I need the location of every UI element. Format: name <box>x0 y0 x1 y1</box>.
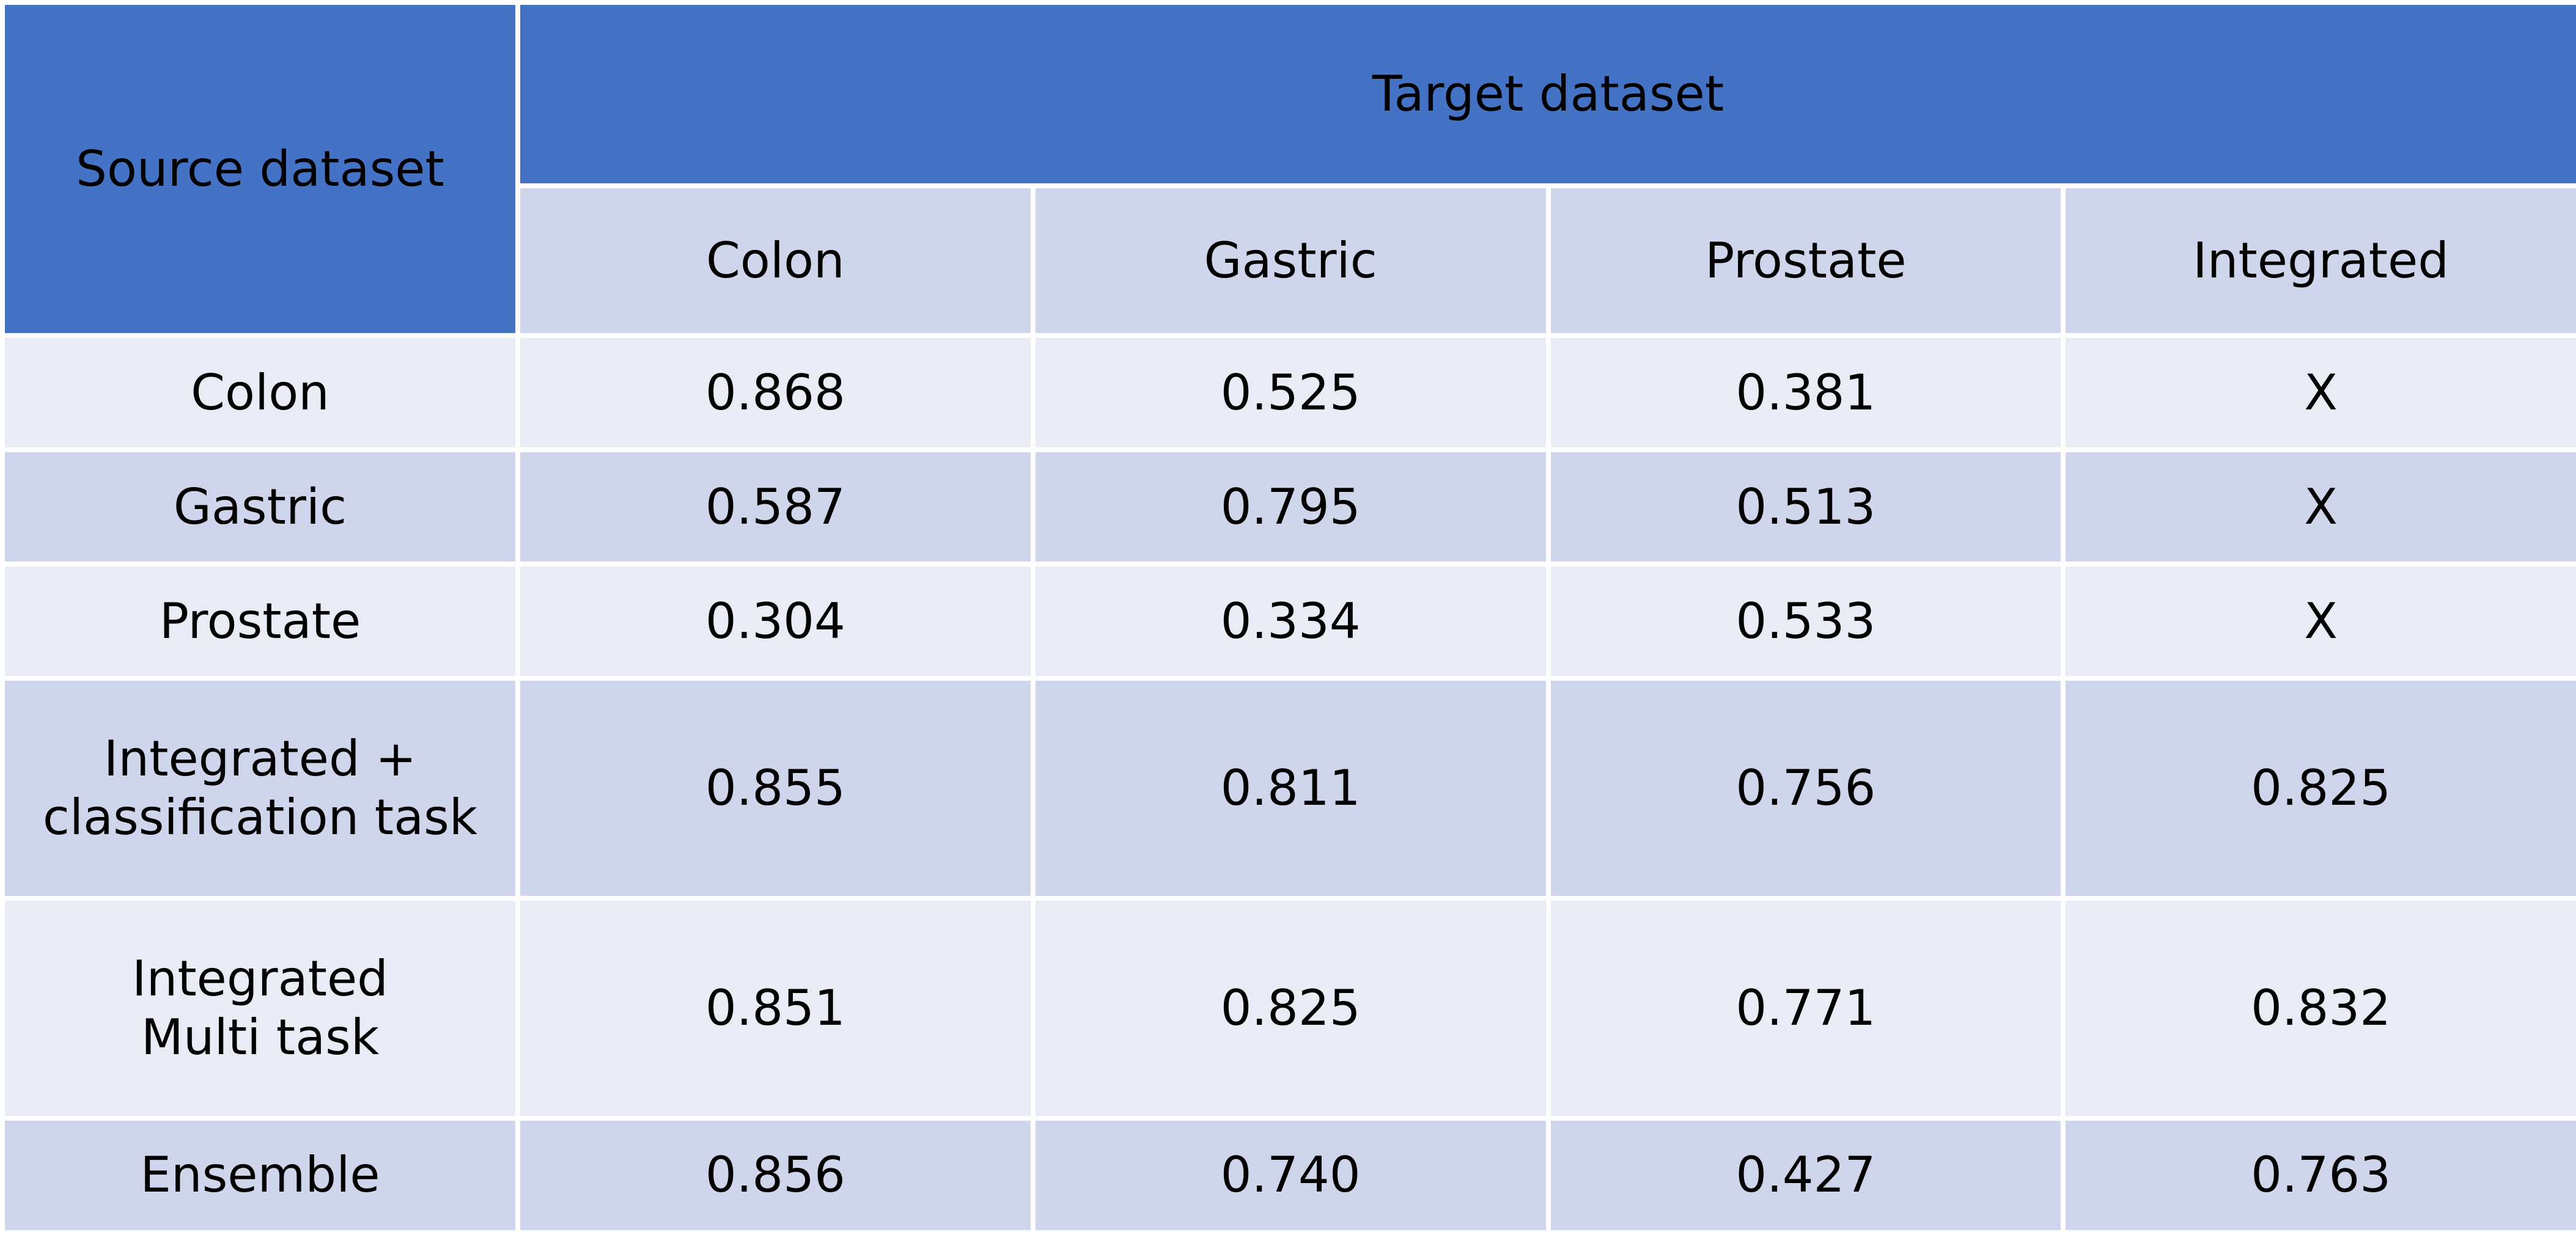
source-cell: Colon <box>0 332 520 453</box>
value-cell: 0.334 <box>1030 562 1551 681</box>
table-row: Gastric 0.587 0.795 0.513 X <box>0 447 2576 567</box>
value-cell: 0.304 <box>515 562 1036 681</box>
value-cell: 0.811 <box>1030 676 1551 901</box>
header-row-top: Source dataset Target dataset <box>0 0 2576 338</box>
value-cell: X <box>2061 332 2576 453</box>
value-cell: 0.832 <box>2061 896 2576 1121</box>
value-cell: 0.513 <box>1545 447 2066 567</box>
value-cell: 0.587 <box>515 447 1036 567</box>
value-cell: 0.427 <box>1545 1115 2066 1235</box>
value-cell: 0.851 <box>515 896 1036 1121</box>
source-label-line1: Integrated <box>132 950 388 1007</box>
value-cell: 0.856 <box>515 1115 1036 1235</box>
value-cell: 0.381 <box>1545 332 2066 453</box>
source-dataset-header: Source dataset <box>0 0 520 338</box>
source-cell: Prostate <box>0 562 520 681</box>
source-cell: Integrated + classification task <box>0 676 520 901</box>
value-cell: 0.855 <box>515 676 1036 901</box>
value-cell: 0.868 <box>515 332 1036 453</box>
source-cell: Ensemble <box>0 1115 520 1235</box>
source-label-line2: Multi task <box>141 1008 380 1066</box>
table-row: Ensemble 0.856 0.740 0.427 0.763 <box>0 1115 2576 1235</box>
value-cell: 0.771 <box>1545 896 2066 1121</box>
value-cell: X <box>2061 562 2576 681</box>
value-cell: 0.525 <box>1030 332 1551 453</box>
value-cell: 0.825 <box>1030 896 1551 1121</box>
value-cell: 0.763 <box>2061 1115 2576 1235</box>
source-label: Ensemble <box>140 1146 380 1204</box>
target-col-prostate: Prostate <box>1545 183 2066 338</box>
source-label-line2: classification task <box>42 789 478 846</box>
source-cell: Gastric <box>0 447 520 567</box>
source-label: Colon <box>191 364 329 421</box>
target-col-colon: Colon <box>515 183 1036 338</box>
value-cell: 0.825 <box>2061 676 2576 901</box>
value-cell: 0.740 <box>1030 1115 1551 1235</box>
value-cell: X <box>2061 447 2576 567</box>
value-cell: 0.533 <box>1545 562 2066 681</box>
value-cell: 0.795 <box>1030 447 1551 567</box>
value-cell: 0.756 <box>1545 676 2066 901</box>
target-dataset-header: Target dataset <box>515 0 2576 188</box>
table-row: Prostate 0.304 0.334 0.533 X <box>0 562 2576 681</box>
source-label: Prostate <box>159 592 361 650</box>
table-row: Integrated + classification task 0.855 0… <box>0 676 2576 901</box>
table-row: Colon 0.868 0.525 0.381 X <box>0 332 2576 453</box>
source-label-line1: Integrated + <box>103 730 417 788</box>
header-row-sub: Colon Gastric Prostate Integrated <box>2 183 2576 338</box>
table-row: Integrated Multi task 0.851 0.825 0.771 … <box>0 896 2576 1121</box>
target-col-gastric: Gastric <box>1030 183 1551 338</box>
source-cell: Integrated Multi task <box>0 896 520 1121</box>
target-col-integrated: Integrated <box>2061 183 2576 338</box>
source-label: Gastric <box>173 478 347 535</box>
